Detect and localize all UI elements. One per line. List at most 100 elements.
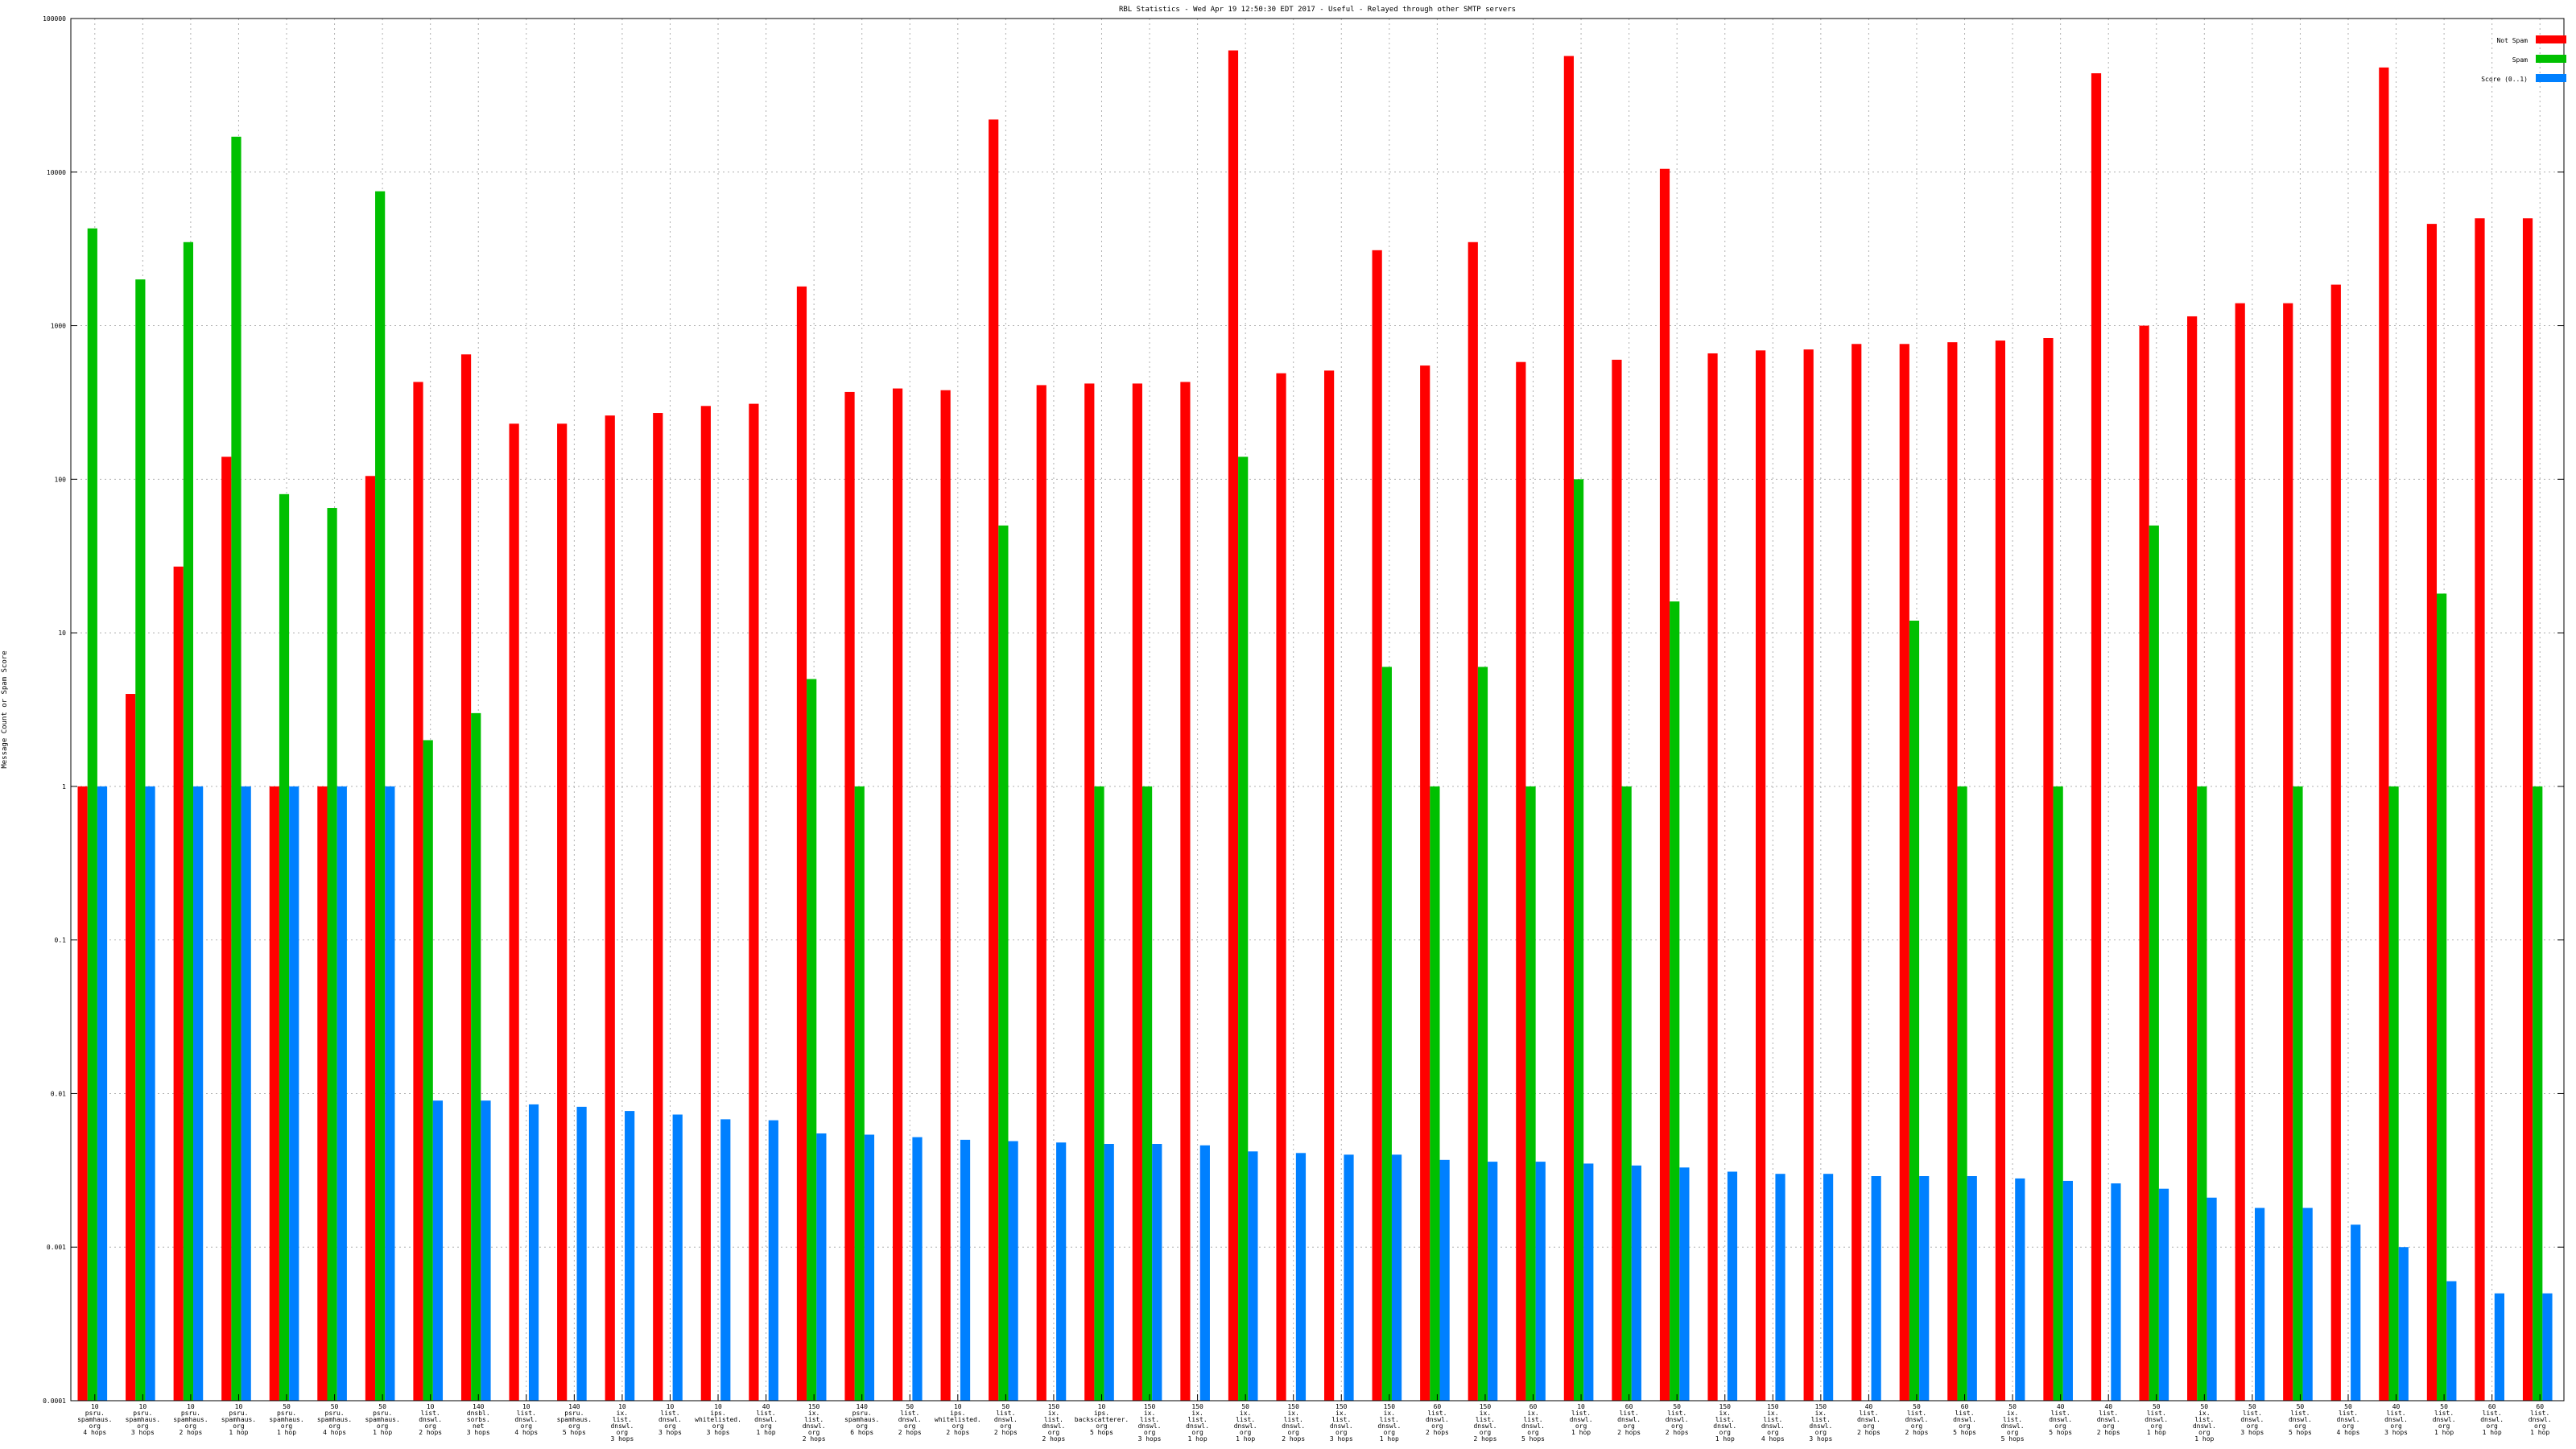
bar-spam: [2388, 786, 2399, 1401]
bar-not-spam: [2043, 337, 2054, 1401]
bar-score-0-1: [1919, 1176, 1930, 1401]
x-category-label: 10 ix. list. dnswl. org 3 hops: [610, 1403, 634, 1443]
bar-spam: [1621, 786, 1632, 1401]
bar-not-spam: [749, 403, 759, 1402]
bar-not-spam: [1803, 349, 1814, 1401]
bar-not-spam: [605, 415, 615, 1401]
x-category-label: 10 psru. spamhaus. org 3 hops: [126, 1403, 160, 1436]
bar-not-spam: [221, 456, 232, 1401]
bar-spam: [135, 279, 146, 1401]
legend-swatch: [2536, 55, 2566, 63]
x-category-label: 60 ix. list. dnswl. org 5 hops: [1521, 1403, 1545, 1443]
bar-score-0-1: [1248, 1151, 1258, 1401]
x-axis-labels: 10 psru. spamhaus. org 4 hops 10 psru. spamhaus…: [77, 1394, 2552, 1443]
bar-not-spam: [2283, 303, 2293, 1401]
bar-not-spam: [1372, 250, 1382, 1401]
bar-not-spam: [126, 694, 136, 1401]
bar-not-spam: [1468, 242, 1478, 1401]
x-category-label: 50 ix. list. dnswl. org 1 hop: [1234, 1403, 1257, 1443]
bar-score-0-1: [481, 1100, 491, 1401]
bar-not-spam: [1947, 342, 1958, 1402]
bar-score-0-1: [2542, 1293, 2553, 1401]
bar-spam: [1957, 786, 1967, 1401]
x-category-label: 40 list. dnswl. org 2 hops: [1857, 1403, 1880, 1436]
bar-not-spam: [317, 786, 328, 1401]
bar-score-0-1: [1631, 1165, 1641, 1401]
bar-score-0-1: [2111, 1183, 2121, 1401]
bar-score-0-1: [1439, 1159, 1450, 1401]
bar-spam: [2533, 786, 2543, 1401]
bar-score-0-1: [1008, 1141, 1018, 1401]
x-category-label: 50 list. dnswl. org 3 hops: [2240, 1403, 2264, 1436]
chart-title: RBL Statistics - Wed Apr 19 12:50:30 EDT…: [1119, 6, 1516, 14]
bar-score-0-1: [1295, 1153, 1307, 1401]
bar-score-0-1: [97, 786, 108, 1401]
bar-score-0-1: [1199, 1145, 1210, 1401]
x-category-label: 60 list. dnswl. org 2 hops: [1426, 1403, 1449, 1436]
bar-score-0-1: [2207, 1197, 2217, 1401]
x-category-label: 50 ix. list. dnswl. org 5 hops: [2001, 1403, 2025, 1443]
bar-spam: [1238, 456, 1249, 1401]
y-tick-label: 10: [58, 630, 66, 637]
bar-not-spam: [940, 390, 951, 1401]
legend: Not Spam Spam Score (0..1): [2481, 35, 2566, 83]
x-category-label: 50 list. dnswl. org 5 hops: [2289, 1403, 2312, 1436]
x-category-label: 150 ix. list. dnswl. org 4 hops: [1761, 1403, 1785, 1443]
x-category-label: 50 ix. list. dnswl. org 1 hop: [2193, 1403, 2216, 1443]
x-category-label: 150 ix. list. dnswl. org 3 hops: [1330, 1403, 1353, 1443]
bar-score-0-1: [864, 1134, 875, 1401]
bar-spam: [2197, 786, 2207, 1401]
bar-score-0-1: [241, 786, 251, 1401]
bar-score-0-1: [2158, 1188, 2169, 1401]
x-category-label: 60 list. dnswl. org 2 hops: [1617, 1403, 1641, 1436]
bar-not-spam: [1036, 385, 1046, 1402]
bar-spam: [2437, 593, 2447, 1401]
x-category-label: 10 ips. backscatterer. org 5 hops: [1075, 1403, 1129, 1436]
bar-not-spam: [1516, 361, 1526, 1401]
bar-score-0-1: [2351, 1224, 2361, 1401]
bar-not-spam: [1659, 168, 1670, 1401]
bar-score-0-1: [528, 1104, 539, 1401]
bar-spam: [423, 740, 433, 1401]
bar-spam: [2053, 786, 2063, 1401]
bar-score-0-1: [2302, 1208, 2313, 1401]
y-tick-label: 1000: [51, 323, 66, 330]
bar-spam: [279, 493, 290, 1402]
x-category-label: 150 ix. list. dnswl. org 3 hops: [1138, 1403, 1162, 1443]
bar-score-0-1: [1344, 1154, 1354, 1401]
bar-score-0-1: [1488, 1162, 1498, 1401]
bar-score-0-1: [816, 1133, 827, 1401]
x-category-label: 150 ix. list. dnswl. org 1 hop: [1186, 1403, 1209, 1443]
bar-not-spam: [2235, 303, 2245, 1401]
x-category-label: 150 ix. list. dnswl. org 2 hops: [1282, 1403, 1305, 1443]
bar-spam: [1381, 667, 1392, 1401]
bar-not-spam: [1180, 382, 1191, 1401]
x-category-label: 150 ix. list. dnswl. org 1 hop: [1377, 1403, 1401, 1443]
y-tick-label: 0.01: [51, 1090, 66, 1097]
x-category-label: 140 dnsbl. sorbs. net 3 hops: [467, 1403, 490, 1436]
bar-not-spam: [1563, 56, 1574, 1402]
bar-not-spam: [1276, 373, 1286, 1401]
bar-score-0-1: [2446, 1281, 2457, 1401]
bar-score-0-1: [672, 1114, 683, 1401]
bar-score-0-1: [289, 786, 299, 1401]
x-category-label: 50 list. dnswl. org 1 hop: [2433, 1403, 2456, 1436]
legend-label: Not Spam: [2496, 37, 2528, 44]
bar-not-spam: [77, 786, 88, 1401]
bar-spam: [1141, 786, 1153, 1401]
bar-not-spam: [269, 786, 279, 1401]
bar-score-0-1: [1679, 1167, 1690, 1401]
bar-not-spam: [844, 391, 855, 1401]
bar-score-0-1: [625, 1111, 635, 1401]
bar-not-spam: [2475, 218, 2485, 1401]
legend-swatch: [2536, 35, 2566, 43]
bar-not-spam: [460, 354, 472, 1401]
bar-not-spam: [365, 476, 376, 1401]
bar-not-spam: [413, 382, 423, 1401]
bar-score-0-1: [960, 1139, 971, 1401]
x-category-label: 40 list. dnswl. org 5 hops: [2049, 1403, 2072, 1436]
y-axis-ticks: 0.0001 0.001 0.01 0.1 1 10 100 1000 10000 100000: [43, 15, 2564, 1405]
bar-not-spam: [796, 286, 807, 1401]
x-category-label: 50 list. dnswl. org 2 hops: [898, 1403, 922, 1436]
legend-swatch: [2536, 74, 2566, 82]
